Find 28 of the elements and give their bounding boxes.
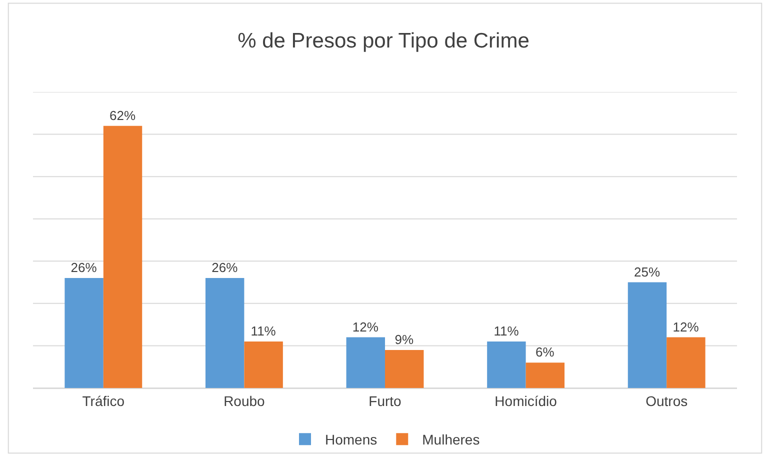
data-label: 26%	[212, 260, 238, 276]
x-tick-label: Homicídio	[494, 392, 558, 409]
x-tick-label: Roubo	[224, 392, 266, 409]
data-label: 62%	[110, 108, 136, 123]
data-label: 12%	[672, 319, 700, 334]
x-tick-label: Outros	[646, 392, 688, 409]
data-label: 11%	[250, 323, 276, 338]
legend-label: Homens	[325, 432, 378, 448]
x-tick-label: Tráfico	[82, 392, 125, 409]
bar	[526, 362, 565, 388]
data-label: 9%	[394, 332, 414, 347]
bar	[346, 337, 385, 388]
chart-title: % de Presos por Tipo de Crime	[238, 29, 530, 52]
bar	[103, 126, 142, 388]
data-label: 11%	[494, 323, 520, 338]
data-label: 12%	[352, 319, 379, 334]
data-label: 6%	[536, 344, 555, 360]
bar	[64, 278, 104, 388]
bar	[205, 278, 244, 388]
bar	[385, 350, 424, 388]
bar	[244, 341, 283, 388]
data-label: 26%	[70, 260, 98, 276]
bar	[666, 337, 706, 388]
bar	[628, 282, 667, 388]
x-tick-label: Furto	[368, 392, 402, 409]
legend-label: Mulheres	[422, 432, 480, 448]
data-label: 25%	[634, 264, 660, 280]
bar	[487, 341, 526, 388]
